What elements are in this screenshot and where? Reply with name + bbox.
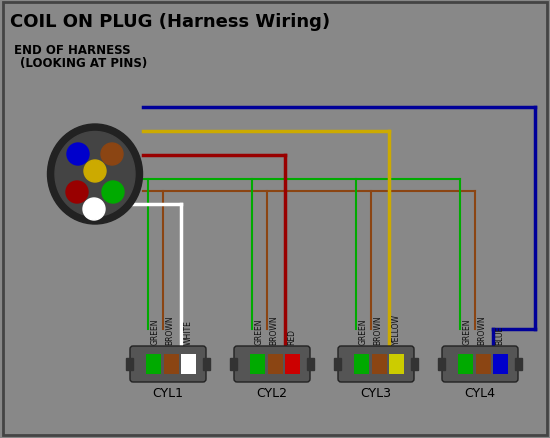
Text: (LOOKING AT PINS): (LOOKING AT PINS) <box>20 57 147 69</box>
Bar <box>203 358 210 370</box>
Text: BROWN: BROWN <box>477 314 487 344</box>
Circle shape <box>66 182 88 204</box>
Text: BLUE: BLUE <box>496 325 504 344</box>
Text: COIL ON PLUG (Harness Wiring): COIL ON PLUG (Harness Wiring) <box>10 13 330 31</box>
Text: BROWN: BROWN <box>270 314 278 344</box>
Text: GREEN: GREEN <box>255 318 263 344</box>
Ellipse shape <box>55 132 135 217</box>
Bar <box>126 358 133 370</box>
Text: CYL3: CYL3 <box>360 387 392 399</box>
Text: GREEN: GREEN <box>151 318 160 344</box>
Text: END OF HARNESS: END OF HARNESS <box>14 43 131 57</box>
Bar <box>230 358 237 370</box>
Text: BROWN: BROWN <box>166 314 174 344</box>
FancyBboxPatch shape <box>234 346 310 382</box>
Bar <box>146 354 161 374</box>
Bar <box>476 354 491 374</box>
Text: BROWN: BROWN <box>373 314 382 344</box>
Circle shape <box>67 144 89 166</box>
Bar <box>389 354 404 374</box>
Bar <box>181 354 196 374</box>
Bar <box>493 354 508 374</box>
FancyBboxPatch shape <box>442 346 518 382</box>
Text: YELLOW: YELLOW <box>392 313 400 344</box>
Bar <box>334 358 341 370</box>
Ellipse shape <box>47 125 142 225</box>
FancyBboxPatch shape <box>338 346 414 382</box>
Bar <box>515 358 522 370</box>
Text: CYL4: CYL4 <box>465 387 496 399</box>
Bar <box>354 354 369 374</box>
Bar <box>268 354 283 374</box>
Bar <box>372 354 387 374</box>
Circle shape <box>102 182 124 204</box>
Circle shape <box>84 161 106 183</box>
Text: RED: RED <box>288 328 296 344</box>
Circle shape <box>83 198 105 220</box>
Text: WHITE: WHITE <box>184 319 192 344</box>
Bar <box>164 354 179 374</box>
Bar <box>250 354 265 374</box>
Circle shape <box>101 144 123 166</box>
Bar <box>307 358 314 370</box>
Text: GREEN: GREEN <box>463 318 471 344</box>
Bar <box>411 358 418 370</box>
Text: CYL1: CYL1 <box>152 387 184 399</box>
Text: GREEN: GREEN <box>359 318 367 344</box>
FancyBboxPatch shape <box>130 346 206 382</box>
Bar <box>438 358 445 370</box>
Text: CYL2: CYL2 <box>256 387 288 399</box>
Bar <box>285 354 300 374</box>
Bar <box>458 354 473 374</box>
